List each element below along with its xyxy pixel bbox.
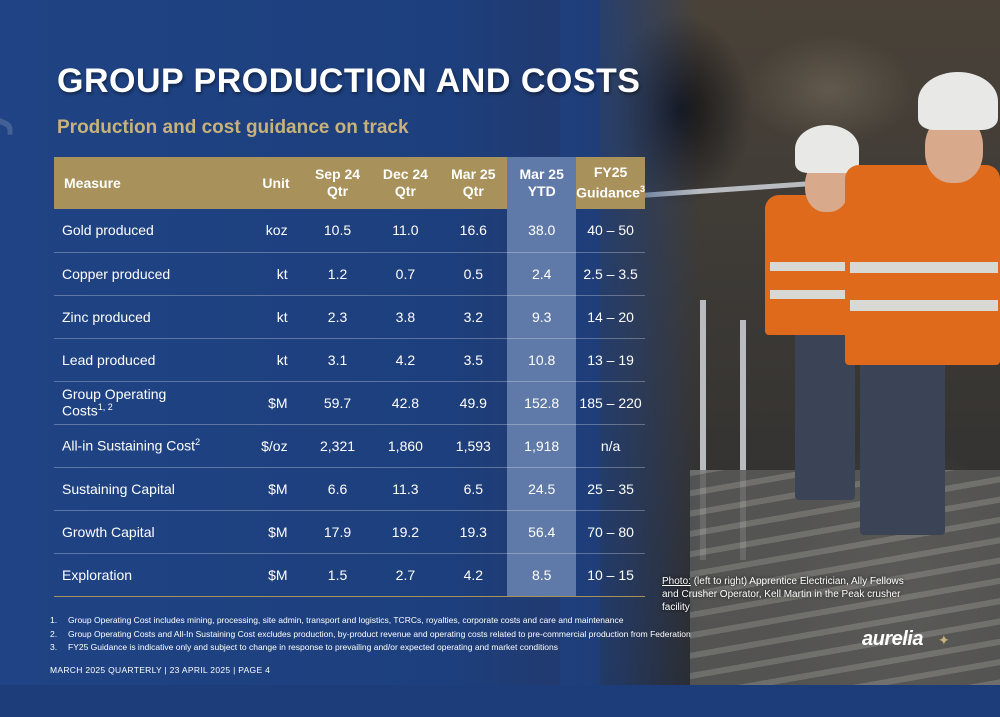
cell-mar25: 4.2	[463, 566, 484, 583]
cell-unit: kt	[276, 351, 288, 368]
cell-fy25-guidance: 13 – 19	[587, 351, 634, 368]
page-title: GROUP PRODUCTION AND COSTS	[57, 62, 641, 100]
table-row: Sustaining Capital $M 6.6 11.3 6.5 24.5 25 – 3…	[54, 467, 645, 510]
logo-mark-icon: ✦	[938, 632, 950, 648]
cell-fy25-guidance: 185 – 220	[579, 394, 642, 411]
table-row: Growth Capital $M 17.9 19.2 19.3 56.4 70 – 80	[54, 510, 645, 553]
header-sep24: Sep 24 Qtr	[314, 166, 361, 199]
cell-mar25-ytd: 8.5	[507, 553, 577, 596]
cell-fy25-guidance: 14 – 20	[587, 308, 634, 325]
cell-dec24: 4.2	[395, 351, 416, 368]
cell-mar25: 3.5	[463, 351, 484, 368]
cell-measure: Zinc produced	[62, 308, 151, 325]
cell-measure: Exploration	[62, 566, 133, 583]
cell-mar25-ytd: 24.5	[507, 467, 577, 510]
header-fy25-guidance: FY25 Guidance3	[576, 164, 645, 201]
footnote: 1. Group Operating Cost includes mining, …	[50, 615, 624, 625]
header-mar25: Mar 25 Qtr	[451, 166, 496, 199]
cell-mar25-ytd: 2.4	[507, 252, 577, 295]
cell-sep24: 10.5	[323, 222, 352, 239]
header-dec24: Dec 24 Qtr	[382, 166, 428, 199]
photo-caption: Photo: (left to right) Apprentice Electr…	[662, 576, 904, 613]
stairs	[690, 470, 1000, 685]
cell-unit: $M	[268, 394, 288, 411]
table-row: Zinc produced kt 2.3 3.8 3.2 9.3 14 – 20	[54, 295, 645, 338]
cell-dec24: 0.7	[395, 265, 416, 282]
cell-measure: Lead produced	[62, 351, 156, 368]
cell-mar25: 1,593	[455, 437, 491, 454]
header-unit: Unit	[262, 174, 290, 191]
cell-sep24: 3.1	[327, 351, 348, 368]
cell-measure: All-in Sustaining Cost2	[62, 437, 201, 454]
cell-measure: Growth Capital	[62, 523, 155, 540]
watermark: ersonal use only	[0, 95, 15, 717]
cell-fy25-guidance: 40 – 50	[587, 222, 634, 239]
cell-dec24: 2.7	[395, 566, 416, 583]
cell-measure: Gold produced	[62, 222, 154, 239]
cell-mar25-ytd: 38.0	[507, 209, 577, 252]
table-row: All-in Sustaining Cost2 $/oz 2,321 1,860 1,5…	[54, 424, 645, 467]
cell-mar25: 16.6	[459, 222, 487, 239]
cell-sep24: 1.2	[327, 265, 348, 282]
page-subtitle: Production and cost guidance on track	[57, 117, 409, 138]
cell-measure: Copper produced	[62, 265, 171, 282]
table-row: Exploration $M 1.5 2.7 4.2 8.5 10 – 15	[54, 553, 645, 596]
cell-dec24: 1,860	[387, 437, 423, 454]
cell-dec24: 3.8	[395, 308, 416, 325]
cell-mar25-ytd: 10.8	[507, 338, 577, 381]
cell-measure: Sustaining Capital	[62, 480, 175, 497]
cell-dec24: 19.2	[391, 523, 420, 540]
production-costs-table: Measure Unit Sep 24 Qtr Dec 24 Qtr Mar 25 Q…	[54, 157, 645, 597]
cell-mar25-ytd: 9.3	[507, 295, 577, 338]
aurelia-logo: aurelia	[862, 628, 923, 650]
footnotes: 1. Group Operating Cost includes mining, …	[50, 614, 691, 655]
cell-mar25-ytd: 152.8	[507, 381, 577, 424]
header-measure: Measure	[64, 174, 121, 191]
cell-mar25: 3.2	[463, 308, 484, 325]
cell-mar25-ytd: 1,918	[507, 424, 577, 467]
cell-unit: $M	[268, 566, 288, 583]
cell-fy25-guidance: 70 – 80	[587, 523, 634, 540]
cell-measure: Group Operating Costs1, 2	[62, 386, 167, 419]
cell-mar25-ytd: 56.4	[507, 510, 577, 553]
table-row: Group Operating Costs1, 2 $M 59.7 42.8 49.9 1…	[54, 381, 645, 424]
cell-sep24: 1.5	[327, 566, 348, 583]
cell-fy25-guidance: 25 – 35	[587, 480, 634, 497]
page-footer: MARCH 2025 QUARTERLY | 23 APRIL 2025 | P…	[50, 665, 271, 675]
cell-mar25: 19.3	[459, 523, 487, 540]
table-row: Lead produced kt 3.1 4.2 3.5 10.8 13 – 19	[54, 338, 645, 381]
cell-dec24: 42.8	[391, 394, 420, 411]
cell-unit: $/oz	[261, 437, 288, 454]
table-row: Gold produced koz 10.5 11.0 16.6 38.0 40 – 50	[54, 209, 645, 252]
cell-unit: $M	[268, 523, 288, 540]
cell-fy25-guidance: 2.5 – 3.5	[583, 265, 638, 282]
cell-mar25: 6.5	[463, 480, 484, 497]
photo-fade	[560, 0, 700, 685]
cell-dec24: 11.3	[392, 480, 419, 497]
cell-unit: kt	[276, 308, 288, 325]
footnote: 3. FY25 Guidance is indicative only and s…	[50, 642, 558, 652]
cell-mar25: 0.5	[463, 265, 484, 282]
table-row: Copper produced kt 1.2 0.7 0.5 2.4 2.5 – 3.5	[54, 252, 645, 295]
cell-unit: koz	[265, 222, 288, 239]
cell-fy25-guidance: 10 – 15	[587, 566, 634, 583]
cell-sep24: 6.6	[327, 480, 348, 497]
cell-sep24: 2,321	[320, 437, 356, 454]
header-mar25-ytd: Mar 25 YTD	[507, 157, 577, 209]
cell-sep24: 59.7	[323, 394, 352, 411]
footnote: 2. Group Operating Costs and All-In Susta…	[50, 628, 691, 639]
cell-sep24: 2.3	[327, 308, 348, 325]
cell-sep24: 17.9	[323, 523, 352, 540]
cell-mar25: 49.9	[459, 394, 487, 411]
table-header-row: Measure Unit Sep 24 Qtr Dec 24 Qtr Mar 25 Q…	[54, 157, 645, 209]
cell-fy25-guidance: n/a	[600, 437, 621, 454]
cell-unit: $M	[268, 480, 288, 497]
cell-dec24: 11.0	[392, 222, 419, 239]
cell-unit: kt	[276, 265, 288, 282]
